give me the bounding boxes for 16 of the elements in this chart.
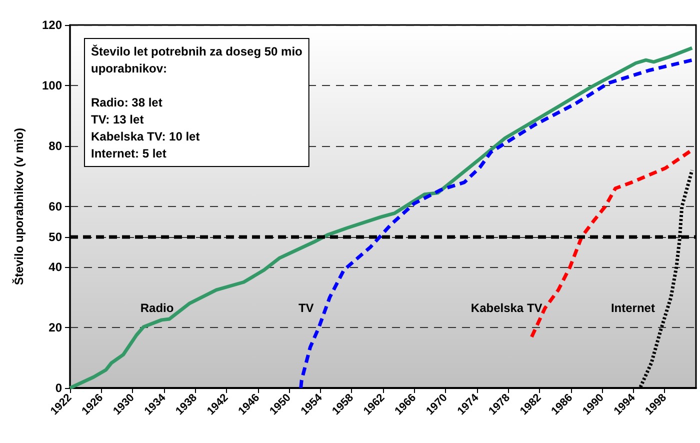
- series-label: Radio: [140, 301, 174, 315]
- y-axis-title: Število uporabnikov (v mio): [12, 128, 26, 286]
- text: Število let potrebnih za doseg 50 mio uporabnikov: Radio: 38 let TV: 13 let Kabelska TV: 10 let Internet: 5 let: [91, 44, 302, 160]
- series-label: TV: [298, 301, 314, 315]
- series-label: Internet: [610, 301, 655, 315]
- y-tick-label: 60: [48, 200, 62, 214]
- y-tick-label: 120: [42, 18, 62, 32]
- y-tick-label: 50: [48, 230, 62, 244]
- line-series: [299, 58, 694, 390]
- y-tick-label: 40: [48, 260, 62, 274]
- y-tick-label: 100: [42, 78, 62, 92]
- y-tick-label: 20: [48, 320, 62, 334]
- y-tick-label: 80: [48, 139, 62, 153]
- line-series: [68, 46, 694, 390]
- y-tick-label: 0: [55, 381, 62, 395]
- series-label: Kabelska TV: [470, 301, 542, 315]
